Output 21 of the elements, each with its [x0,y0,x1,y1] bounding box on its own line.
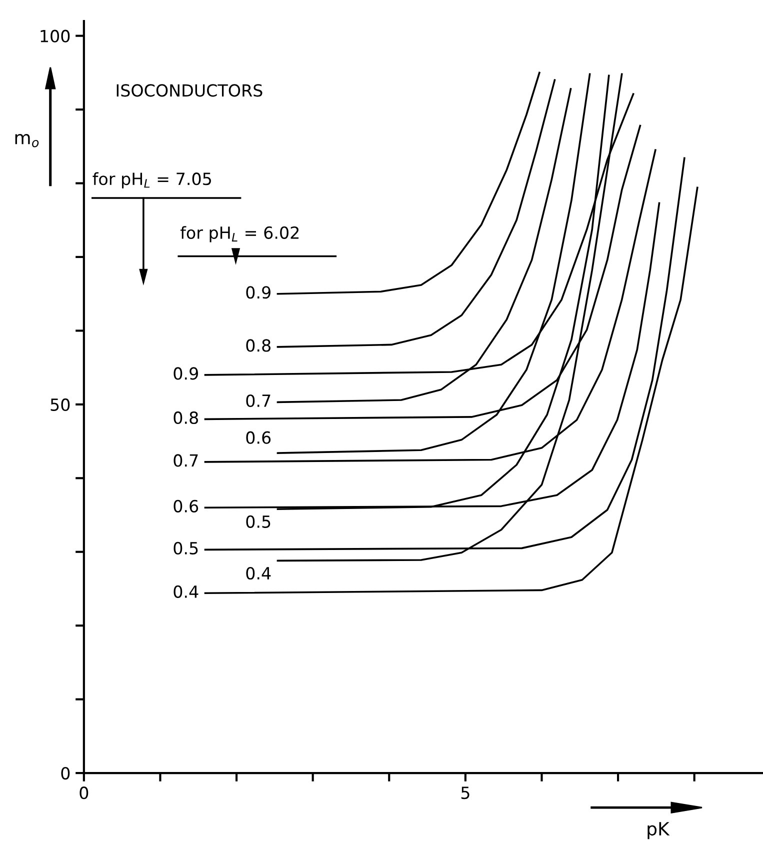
annotation: ISOCONDUCTORS [116,84,262,97]
y-tick-label: 100 [40,30,70,42]
y-tick-label: 0 [61,766,70,780]
x-tick-label: 5 [461,786,470,800]
series-label: 0.4 [174,585,198,598]
series-label: 0.8 [174,411,198,424]
series-label: 0.6 [246,431,271,444]
y-axis-title: m$_{o}$ [15,134,39,148]
series-label: 0.7 [174,454,198,467]
x-axis-title: pK [648,822,670,840]
annotation: for pH$_{L}$ = 7.05 [92,172,211,188]
series-label: 0.5 [246,515,270,528]
annotation: for pH$_{L}$ = 6.02 [180,226,299,242]
series-label: 0.8 [246,339,270,352]
series-label: 0.5 [174,542,198,554]
series-label: 0.6 [174,500,198,512]
series-label: 0.4 [246,566,271,580]
series-label: 0.7 [246,394,270,408]
series-label: 0.9 [246,286,270,299]
series-label: 0.9 [174,367,198,380]
y-tick-label: 50 [50,398,70,411]
